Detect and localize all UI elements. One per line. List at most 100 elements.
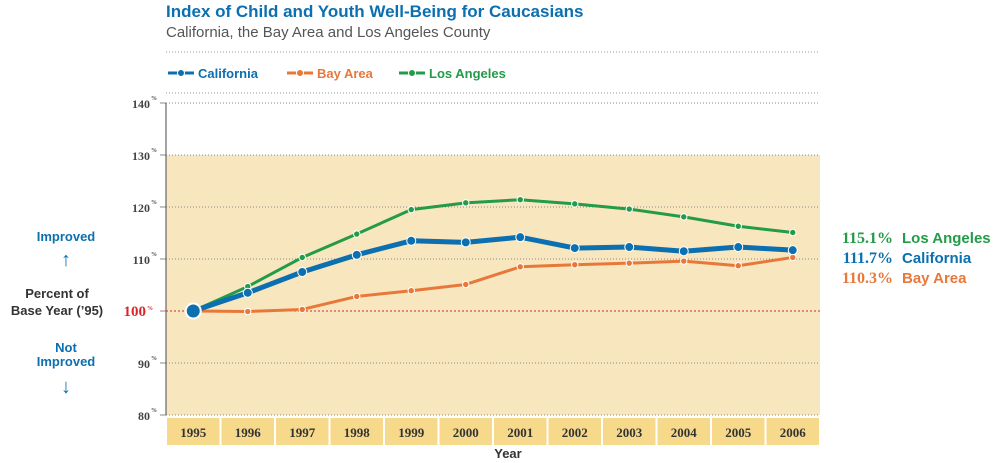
x-tick-label: 1996: [235, 425, 262, 440]
legend-item-california: California: [168, 66, 259, 81]
down-arrow-icon: ↓: [61, 376, 71, 398]
x-tick-cell: [548, 418, 601, 445]
legend-item-bay-area: Bay Area: [287, 66, 374, 81]
x-tick-cell: [439, 418, 492, 445]
data-point-bay-area: [353, 292, 361, 301]
chart-title: Index of Child and Youth Well-Being for …: [166, 2, 584, 21]
y-tick-percent: %: [151, 408, 157, 414]
data-point-bay-area: [680, 257, 688, 265]
end-label-value: 111.7%: [843, 250, 893, 267]
x-tick-label: 2006: [780, 425, 807, 440]
end-label-name: Los Angeles: [902, 230, 991, 247]
x-tick-cell: [712, 418, 765, 445]
data-point-bay-area: [789, 253, 797, 262]
legend: California Bay Area Los Angeles: [168, 66, 506, 81]
data-point-los-angeles: [516, 196, 524, 204]
legend-label-los-angeles: Los Angeles: [429, 66, 506, 81]
x-tick-cell: [603, 418, 656, 445]
improved-label: Improved: [37, 229, 96, 244]
data-point-bay-area: [407, 287, 415, 295]
x-tick-label: 2001: [507, 425, 533, 440]
x-tick-label: 2004: [671, 425, 698, 440]
not-improved-label-line1: Not: [55, 340, 77, 355]
data-point-bay-area: [244, 307, 252, 316]
data-point-bay-area: [625, 259, 633, 267]
gridlines: [166, 102, 820, 416]
y-tick-percent: %: [151, 356, 157, 362]
x-tick-label: 2000: [453, 425, 479, 440]
data-point-california: [733, 242, 744, 253]
data-point-california: [242, 287, 253, 298]
x-tick-cell: [276, 418, 329, 445]
y-tick-label: 110: [133, 253, 150, 267]
end-label: 111.7% California: [843, 250, 972, 267]
data-point-los-angeles: [298, 253, 306, 262]
x-tick-cell: [494, 418, 547, 445]
y-tick-label: 130: [132, 149, 150, 163]
y-tick-label: 90: [138, 357, 150, 371]
x-tick-label: 2002: [562, 425, 588, 440]
x-axis-title: Year: [494, 446, 521, 461]
x-tick-label: 1998: [344, 425, 371, 440]
data-point-los-angeles: [734, 222, 742, 230]
y-tick-percent: %: [147, 306, 153, 312]
percent-label-line1: Percent of: [25, 286, 89, 301]
y-tick-label: 120: [132, 201, 150, 215]
x-tick-label: 1997: [289, 425, 316, 440]
x-tick-cell: [385, 418, 438, 445]
legend-swatch-dot: [408, 69, 416, 77]
y-tick-percent: %: [151, 200, 157, 206]
percent-label-line2: Base Year (’95): [11, 303, 103, 318]
data-point-los-angeles: [625, 205, 633, 213]
legend-swatch-dot: [296, 69, 304, 77]
data-point-bay-area: [734, 262, 742, 270]
end-label-name: Bay Area: [902, 270, 967, 287]
series-california: [188, 232, 798, 316]
data-point-california: [515, 232, 526, 243]
data-point-california: [678, 246, 689, 257]
data-point-bay-area: [516, 263, 524, 271]
series-line-bay-area: [191, 255, 795, 314]
data-point-california: [569, 243, 580, 254]
legend-label-california: California: [198, 66, 259, 81]
end-label-value: 115.1%: [842, 230, 893, 247]
y-tick-percent: %: [151, 148, 157, 154]
end-label: 110.3% Bay Area: [842, 270, 967, 287]
x-axis-band: 1995 1996 1997 1998 1999 2000 2001 2002 2003 2004…: [167, 418, 819, 445]
x-tick-label: 1999: [398, 425, 425, 440]
end-label: 115.1% Los Angeles: [842, 230, 991, 247]
up-arrow-icon: ↑: [61, 249, 71, 271]
data-point-california: [624, 242, 635, 253]
x-tick-label: 2005: [725, 425, 752, 440]
data-point-los-angeles: [407, 205, 415, 214]
end-label-value: 110.3%: [842, 270, 893, 287]
base-year-point: [184, 302, 202, 320]
series-bay-area: [189, 253, 797, 316]
series-line-california: [190, 234, 796, 314]
data-point-los-angeles: [353, 230, 361, 238]
data-point-california: [406, 235, 417, 246]
y-tick-label: 100: [124, 304, 147, 320]
series-line-los-angeles: [191, 198, 795, 313]
data-point-los-angeles: [462, 199, 470, 207]
end-label-name: California: [902, 250, 972, 267]
x-tick-cell: [167, 418, 220, 445]
end-labels: 115.1% Los Angeles 111.7% California 110.3% B…: [842, 230, 991, 287]
data-point-los-angeles: [789, 228, 797, 237]
y-tick-percent: %: [151, 96, 157, 102]
series-group: [184, 196, 798, 320]
data-point-california: [460, 237, 471, 248]
data-point-los-angeles: [571, 200, 579, 208]
not-improved-label-line2: Improved: [37, 354, 96, 369]
y-tick-label: 140: [132, 97, 150, 111]
data-point-los-angeles: [680, 213, 688, 221]
data-point-bay-area: [571, 261, 579, 269]
x-tick-label: 1995: [180, 425, 207, 440]
data-point-california: [297, 267, 308, 277]
data-point-bay-area: [462, 280, 470, 289]
data-point-bay-area: [298, 305, 306, 314]
x-tick-cell: [221, 418, 274, 445]
x-tick-label: 2003: [616, 425, 643, 440]
data-point-california: [787, 245, 798, 256]
